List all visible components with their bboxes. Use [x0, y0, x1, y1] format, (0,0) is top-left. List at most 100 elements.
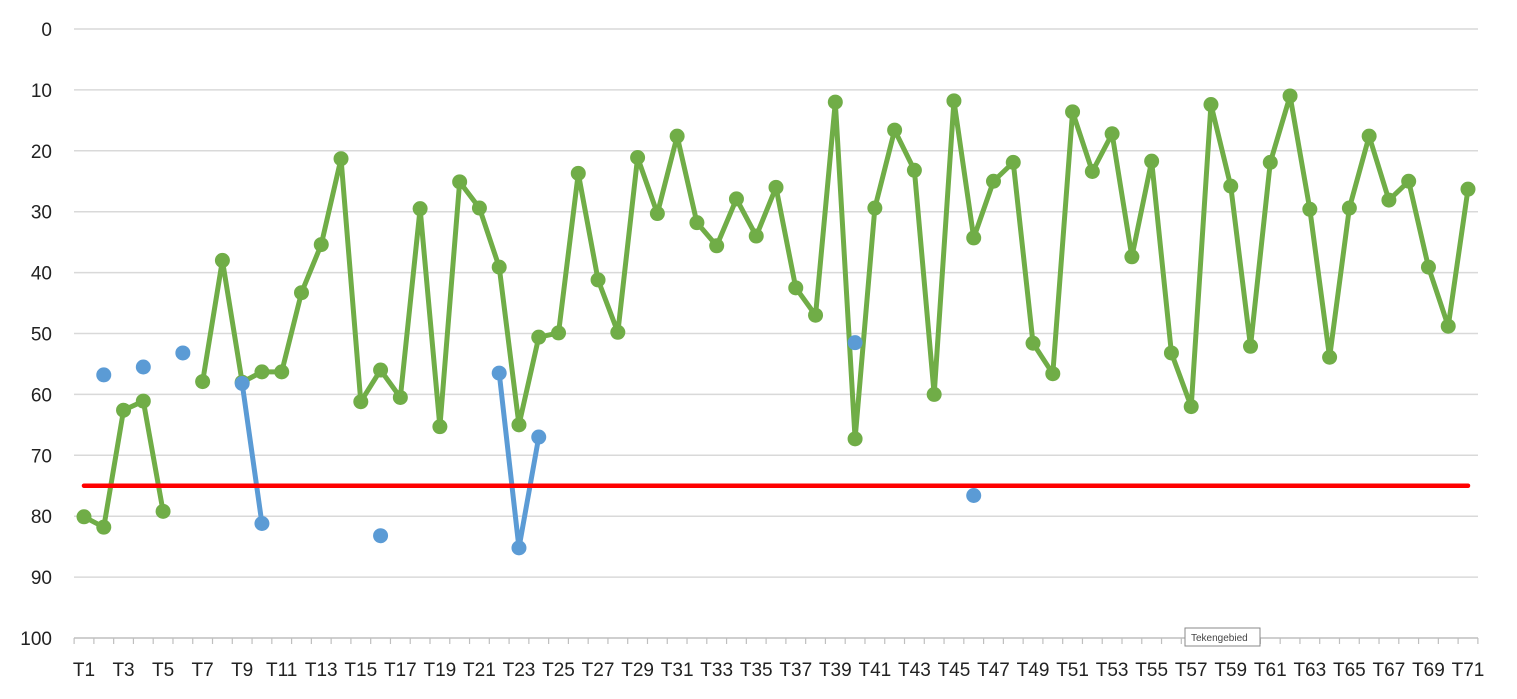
x-tick-label: T59: [1214, 660, 1247, 681]
tooltip-box: [1184, 627, 1261, 647]
x-tick-label: T63: [1293, 660, 1326, 681]
x-tick-label: T11: [266, 660, 297, 681]
y-tick-label: 40: [31, 264, 52, 285]
data-point: [1361, 128, 1377, 144]
x-tick-label: T41: [858, 660, 891, 681]
data-point: [234, 375, 250, 391]
x-tick-label: T3: [112, 660, 134, 681]
data-point: [551, 325, 567, 341]
y-axis-tick-labels: 0 10 20 30 40 50 60 70 80 90 100: [20, 20, 52, 650]
x-tick-label: T1: [73, 660, 95, 681]
data-point: [313, 237, 329, 253]
data-point: [669, 128, 685, 144]
x-tick-label: T53: [1096, 660, 1129, 681]
x-tick-label: T9: [231, 660, 253, 681]
data-point: [590, 272, 606, 288]
data-point: [511, 540, 527, 556]
series-line: [200, 93, 1471, 442]
y-tick-label: 0: [41, 20, 52, 41]
x-tick-label: T15: [344, 660, 377, 681]
y-tick-label: 10: [31, 81, 52, 102]
data-point: [946, 93, 962, 109]
x-tick-label: T33: [700, 660, 733, 681]
data-point: [1183, 399, 1199, 415]
data-point: [570, 165, 586, 181]
data-point: [906, 162, 922, 178]
x-tick-label: T51: [1056, 660, 1089, 681]
data-point: [491, 365, 507, 381]
data-point: [531, 329, 547, 345]
chart-area-tooltip: Tekengebied: [1184, 627, 1261, 647]
data-point: [135, 359, 151, 375]
data-point: [1104, 126, 1120, 142]
x-tick-label: T7: [192, 660, 214, 681]
data-point: [1322, 349, 1338, 365]
data-point: [728, 191, 744, 207]
x-tick-label: T25: [542, 660, 575, 681]
tooltip-label: Tekengebied: [1191, 633, 1248, 644]
data-point: [1124, 249, 1140, 265]
data-point: [96, 367, 112, 383]
x-tick-label: T69: [1412, 660, 1445, 681]
data-point: [175, 345, 191, 361]
data-point: [1163, 345, 1179, 361]
data-point: [926, 386, 942, 402]
series-1: [96, 335, 982, 556]
x-tick-label: T61: [1254, 660, 1287, 681]
data-point: [155, 503, 171, 519]
data-point: [293, 285, 309, 301]
data-point: [788, 280, 804, 296]
data-point: [373, 528, 389, 544]
x-tick-label: T65: [1333, 660, 1366, 681]
data-point: [471, 200, 487, 216]
series-line: [81, 398, 166, 530]
data-point: [649, 206, 665, 222]
data-point: [412, 201, 428, 217]
data-point: [1420, 259, 1436, 275]
data-point: [1282, 88, 1298, 104]
data-point: [827, 94, 843, 110]
x-tick-label: T39: [819, 660, 852, 681]
data-point: [214, 252, 230, 268]
x-tick-label: T37: [779, 660, 812, 681]
data-point: [768, 179, 784, 195]
data-point: [1203, 97, 1219, 113]
x-tick-label: T31: [661, 660, 694, 681]
data-point: [531, 429, 547, 445]
x-axis-tick-labels: T1 T3 T5 T7 T9 T11 T13 T15 T17 T19 T21 T23 T25 T27 T29…: [73, 660, 1484, 681]
data-point: [254, 364, 270, 380]
data-point: [847, 335, 863, 351]
x-tick-label: T45: [938, 660, 971, 681]
data-point: [867, 200, 883, 216]
series-line: [496, 370, 542, 551]
x-tick-label: T17: [384, 660, 417, 681]
x-tick-label: T19: [424, 660, 457, 681]
x-tick-label: T43: [898, 660, 931, 681]
gridlines: [74, 28, 1478, 578]
data-point: [96, 519, 112, 535]
data-point: [392, 389, 408, 405]
data-point: [1381, 192, 1397, 208]
x-tick-label: T29: [621, 660, 654, 681]
x-tick-label: T49: [1017, 660, 1050, 681]
data-point: [1302, 201, 1318, 217]
y-tick-label: 30: [31, 203, 52, 224]
data-point: [373, 362, 389, 378]
series-0: [76, 88, 1476, 535]
x-tick-label: T13: [305, 660, 338, 681]
x-tick-label: T55: [1135, 660, 1168, 681]
data-point: [76, 509, 92, 525]
y-tick-label: 70: [31, 446, 52, 467]
data-point: [709, 238, 725, 254]
data-point: [254, 516, 270, 532]
data-point: [847, 431, 863, 447]
y-tick-label: 60: [31, 385, 52, 406]
data-point: [135, 393, 151, 409]
x-tick-label: T27: [582, 660, 615, 681]
data-point: [1243, 338, 1259, 354]
data-point: [1005, 154, 1021, 170]
y-tick-label: 100: [20, 629, 52, 650]
data-point: [808, 307, 824, 323]
